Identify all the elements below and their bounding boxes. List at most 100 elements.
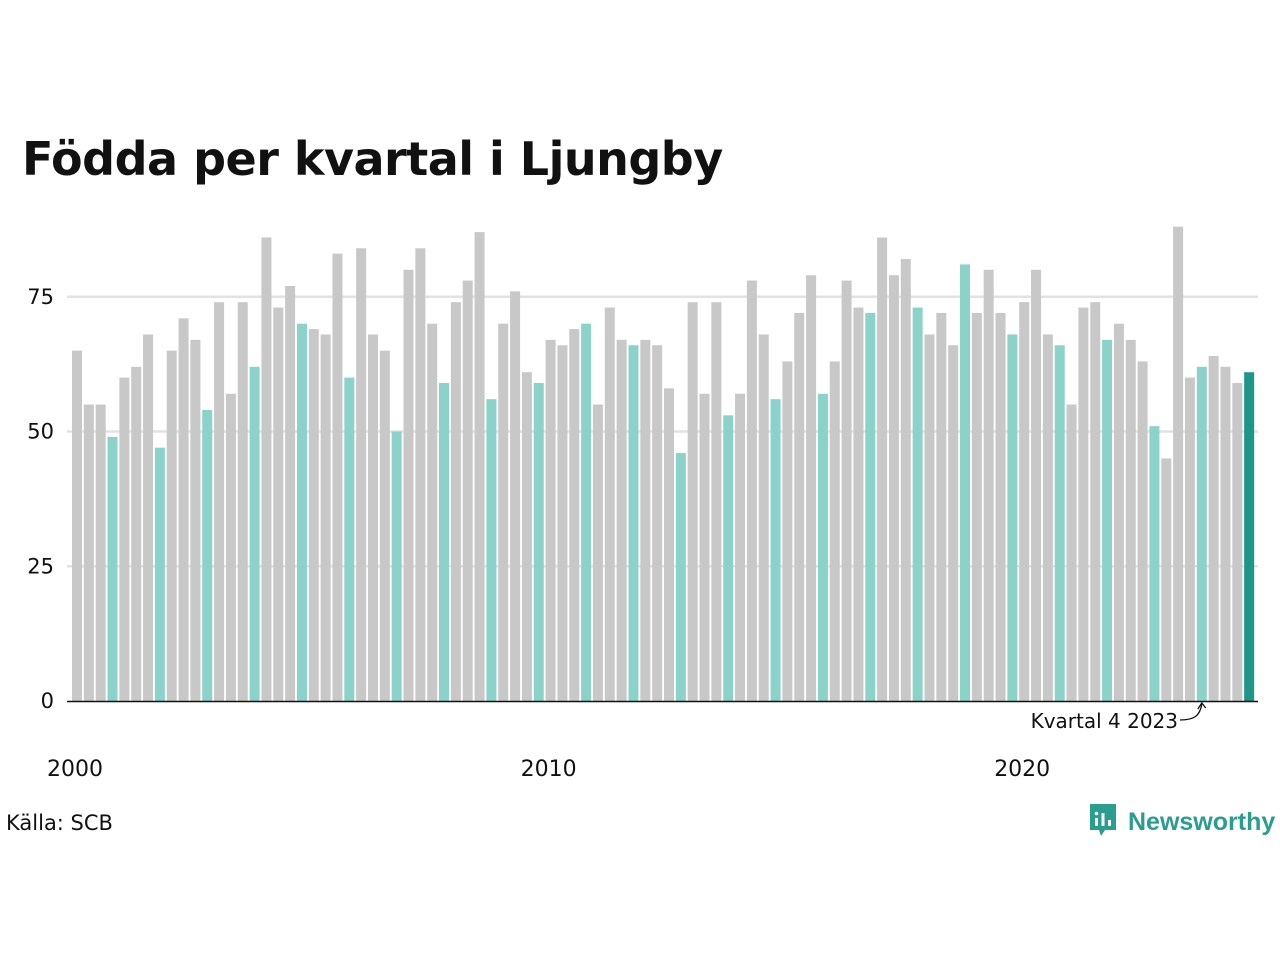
bar-2007-q3 (427, 323, 438, 701)
bar-2006-q4 (391, 431, 402, 701)
bar-2017-q2 (888, 275, 899, 701)
bar-2021-q4 (1102, 339, 1113, 701)
bar-2000-q4 (107, 436, 118, 701)
bar-2009-q4 (533, 382, 544, 701)
bar-2009-q1 (498, 323, 509, 701)
bar-2018-q2 (936, 312, 947, 701)
bar-2016-q3 (853, 307, 864, 701)
bar-2020-q4 (1054, 345, 1065, 701)
bar-2015-q4 (817, 393, 828, 701)
bar-2002-q4 (202, 409, 213, 701)
x-tick-label: 2010 (521, 757, 577, 782)
bar-2002-q2 (178, 318, 189, 701)
bar-2024-q4 (1244, 372, 1255, 701)
bar-2011-q2 (604, 307, 615, 701)
bar-2015-q1 (782, 361, 793, 701)
bar-2019-q2 (983, 269, 994, 701)
bar-2024-q3 (1232, 382, 1243, 701)
bar-2021-q2 (1078, 307, 1089, 701)
bar-2019-q1 (971, 312, 982, 701)
bar-2012-q3 (664, 388, 674, 701)
annotation-arrowhead (1197, 701, 1207, 710)
annotation: Kvartal 4 2023 (1031, 701, 1207, 733)
bar-2009-q2 (510, 291, 521, 701)
y-tick-label: 0 (41, 689, 54, 713)
bar-2014-q1 (735, 393, 746, 701)
bar-2014-q3 (758, 334, 769, 701)
bar-2023-q3 (1184, 377, 1195, 701)
x-tick-label: 2000 (47, 757, 103, 782)
bar-2015-q2 (794, 312, 805, 701)
bar-2023-q4 (1196, 366, 1207, 701)
annotation-label: Kvartal 4 2023 (1031, 709, 1178, 733)
bar-2004-q2 (273, 307, 284, 701)
bars (72, 226, 1255, 702)
newsworthy-chart-icon (1088, 802, 1118, 842)
bar-2012-q1 (640, 339, 651, 701)
bar-2010-q3 (569, 329, 580, 701)
bar-2014-q4 (770, 399, 781, 701)
bar-2023-q2 (1173, 226, 1184, 701)
newsworthy-logo[interactable]: Newsworthy (1088, 804, 1275, 840)
annotation-arrow (1179, 703, 1203, 721)
bar-2017-q3 (900, 259, 911, 701)
bar-2016-q2 (841, 280, 852, 701)
bar-2013-q2 (699, 393, 710, 701)
bar-2000-q3 (95, 404, 106, 701)
bar-2024-q2 (1220, 366, 1231, 701)
bar-2008-q4 (486, 399, 497, 701)
bar-2016-q1 (829, 361, 840, 701)
bar-2008-q2 (462, 280, 473, 701)
bar-2017-q4 (912, 307, 923, 701)
y-tick-label: 75 (27, 285, 54, 309)
bar-2004-q1 (261, 237, 272, 701)
bar-2020-q1 (1019, 302, 1030, 701)
bar-2009-q3 (521, 372, 532, 701)
x-axis-ticks: 2000 2010 2020 (47, 757, 1050, 782)
bar-2019-q4 (1007, 334, 1018, 701)
bar-2007-q4 (439, 382, 450, 701)
bar-2001-q4 (154, 447, 165, 701)
bar-2020-q3 (1042, 334, 1053, 701)
bar-2007-q1 (403, 269, 414, 701)
bar-2001-q3 (143, 334, 154, 701)
bar-2011-q4 (628, 345, 639, 701)
bar-2013-q3 (711, 302, 722, 701)
bar-2022-q3 (1137, 361, 1148, 701)
bar-2003-q1 (214, 302, 225, 701)
bar-2000-q1 (72, 350, 82, 701)
bar-2022-q1 (1113, 323, 1124, 701)
bar-2004-q4 (296, 323, 307, 701)
bar-2003-q2 (225, 393, 236, 701)
bar-2022-q2 (1125, 339, 1136, 701)
chart-title: Födda per kvartal i Ljungby (22, 132, 723, 186)
bar-2006-q3 (379, 350, 390, 701)
bar-2017-q1 (877, 237, 888, 701)
bar-2002-q3 (190, 339, 201, 701)
bar-2012-q4 (675, 453, 686, 701)
bar-2016-q4 (865, 312, 876, 701)
brand-name: Newsworthy (1128, 807, 1276, 836)
bar-2002-q1 (166, 350, 177, 701)
x-tick-label: 2020 (994, 757, 1050, 782)
bar-2006-q1 (356, 248, 367, 702)
bar-2011-q3 (616, 339, 627, 701)
bar-2021-q1 (1066, 404, 1077, 701)
bar-2010-q2 (557, 345, 568, 701)
bar-2022-q4 (1149, 426, 1160, 701)
bar-2018-q4 (960, 264, 970, 701)
bar-2006-q2 (368, 334, 378, 701)
bar-2019-q3 (995, 312, 1006, 701)
y-tick-label: 25 (27, 554, 54, 578)
bar-2008-q3 (474, 232, 485, 701)
bar-2012-q2 (652, 345, 663, 701)
bar-2018-q1 (924, 334, 935, 701)
bar-2010-q4 (581, 323, 592, 701)
bar-2024-q1 (1208, 356, 1219, 701)
bar-2018-q3 (948, 345, 959, 701)
y-tick-label: 50 (27, 420, 54, 444)
source-note: Källa: SCB (6, 811, 113, 835)
bar-2020-q2 (1031, 269, 1042, 701)
bar-2001-q1 (119, 377, 130, 701)
bar-2007-q2 (415, 248, 426, 702)
